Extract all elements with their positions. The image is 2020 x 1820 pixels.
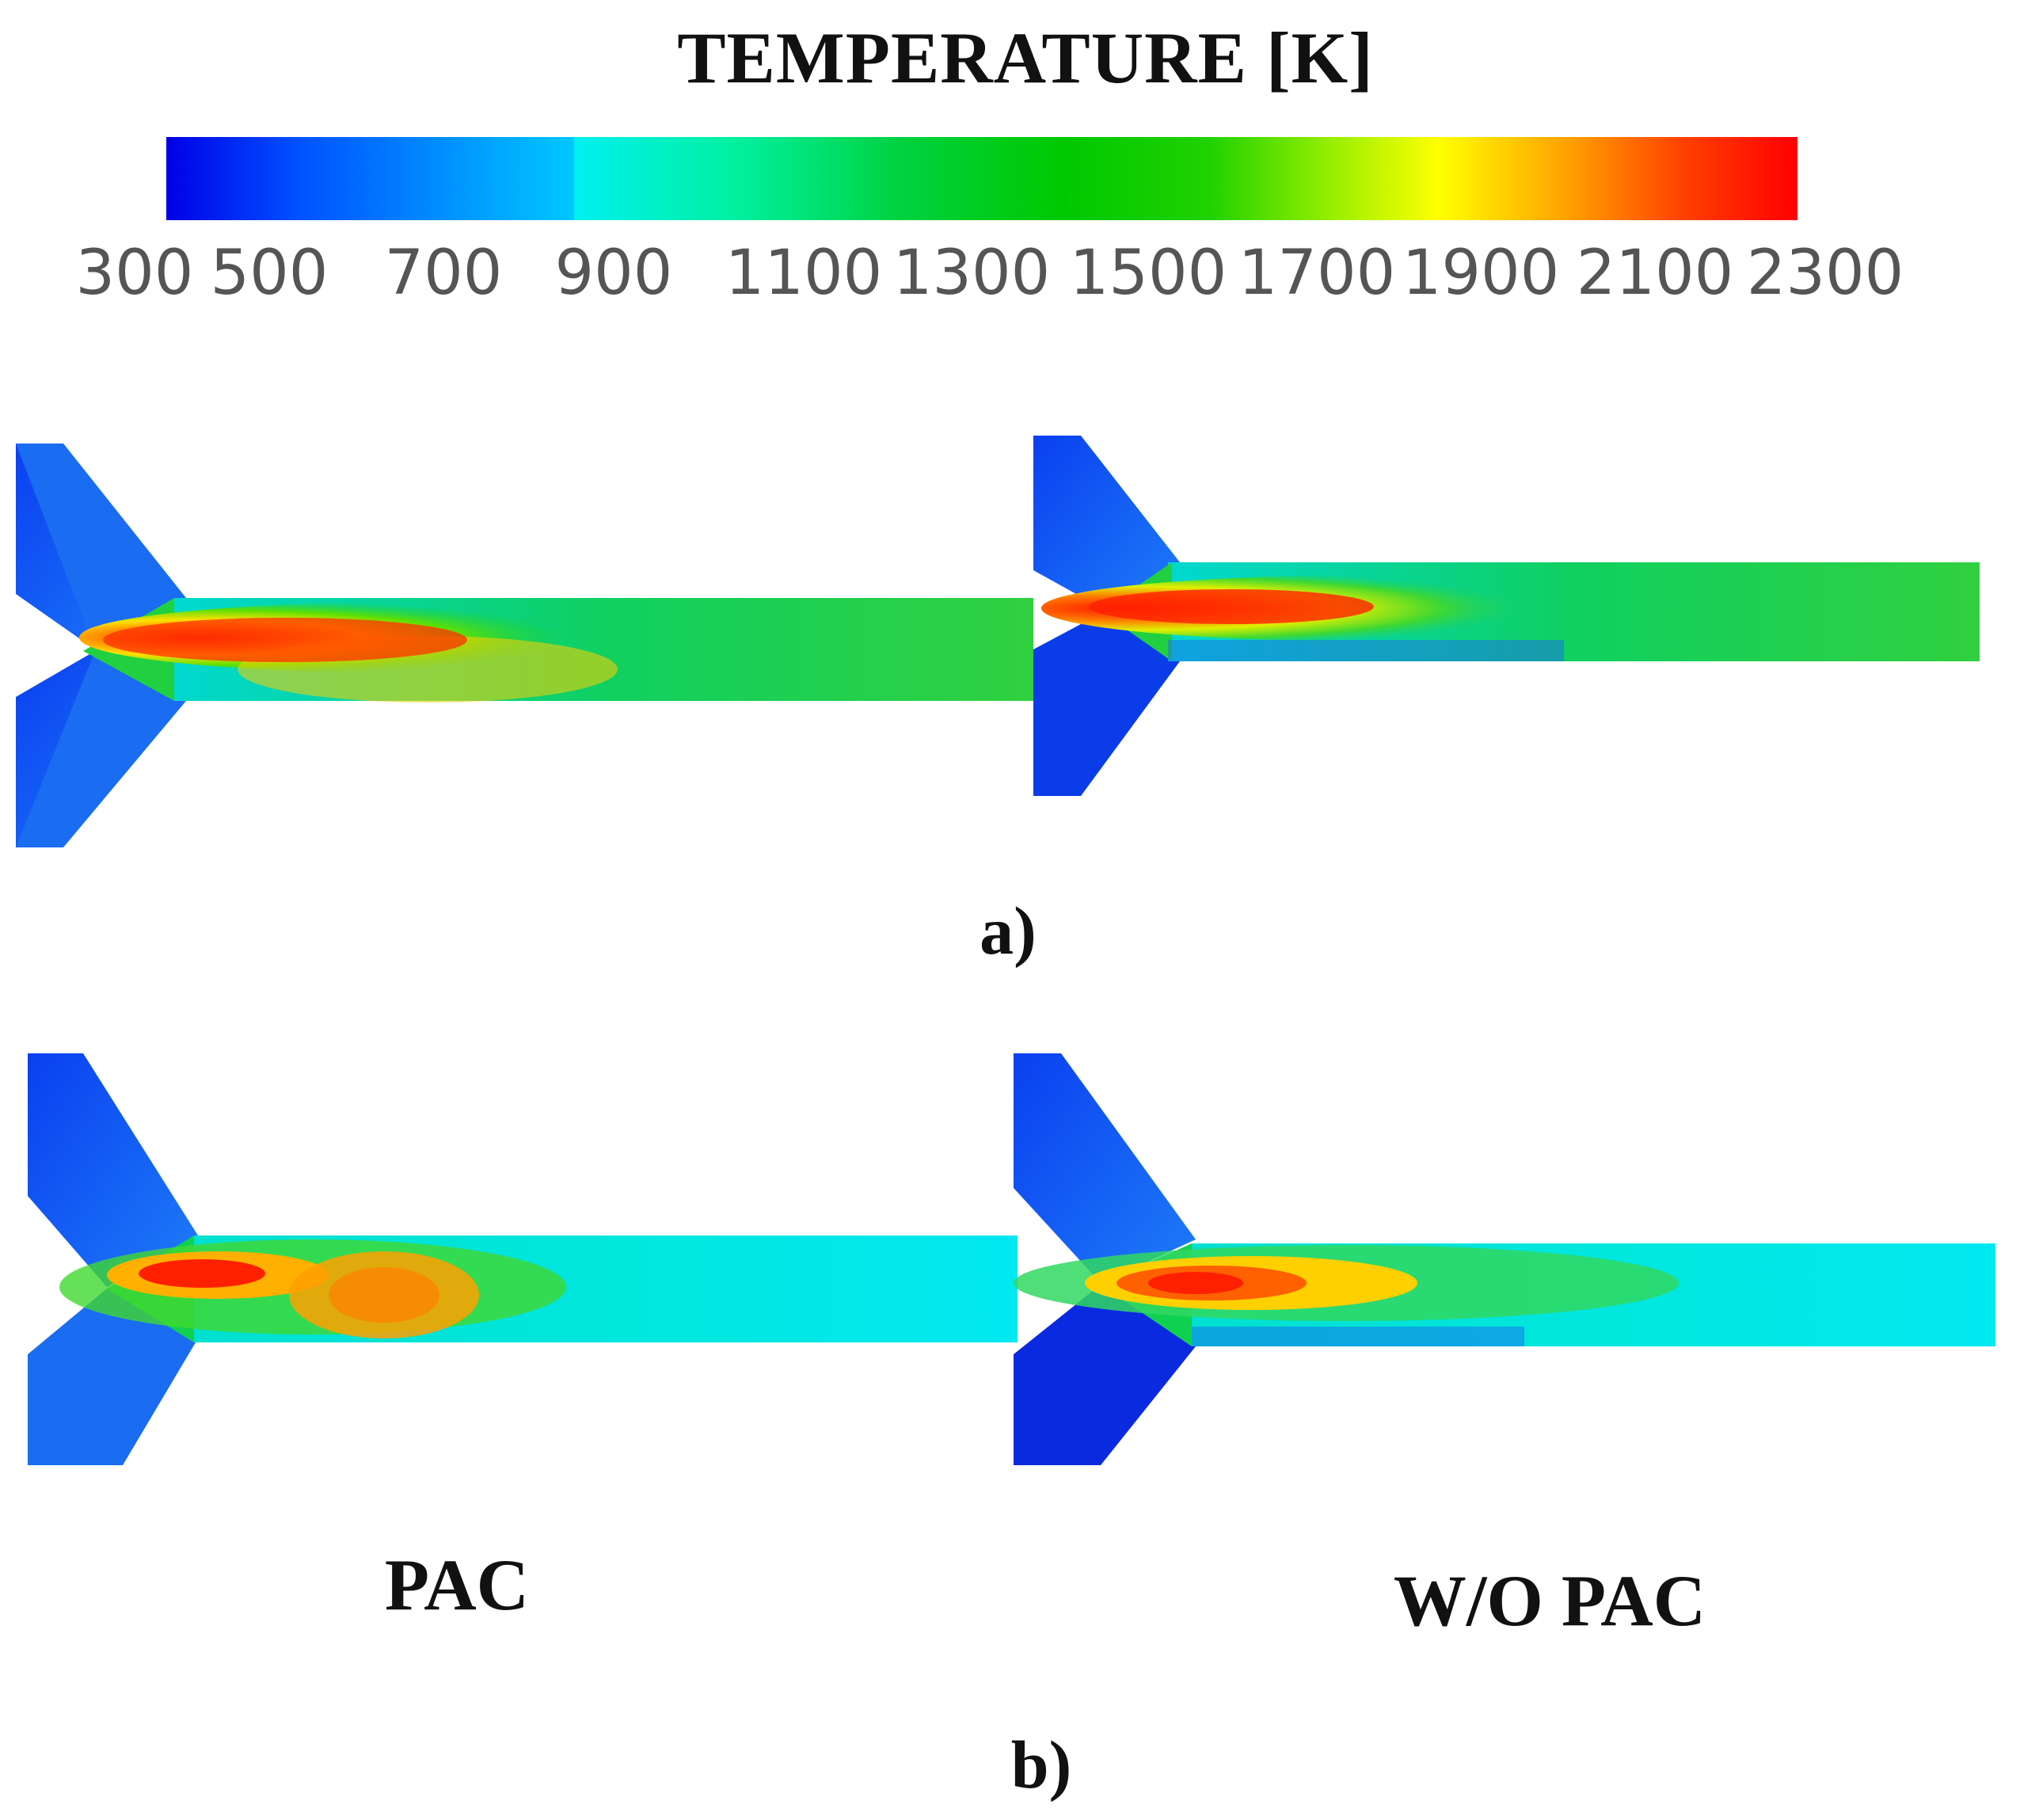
- colorbar-tick-label: 700: [384, 238, 503, 309]
- wo-pac-label: W/O PAC: [1393, 1560, 1706, 1641]
- contour-panel-b-wo-pac: [1014, 1053, 1995, 1465]
- row-b-label: b): [1010, 1727, 1072, 1803]
- pac-label: PAC: [384, 1544, 530, 1625]
- colorbar-title: TEMPERATURE [K]: [677, 17, 1374, 98]
- colorbar-tick-label: 1900: [1402, 238, 1560, 309]
- colorbar-tick-label: 500: [210, 238, 329, 309]
- colorbar-tick-label: 2100: [1576, 238, 1734, 309]
- colorbar-tick-label: 2300: [1746, 238, 1904, 309]
- colorbar-tick-label: 900: [554, 238, 673, 309]
- contour-panel-a-pac: [16, 444, 1033, 847]
- colorbar-tick-label: 1700: [1238, 238, 1396, 309]
- temperature-colorbar: [166, 137, 1797, 220]
- colorbar-tick-label: 1100: [725, 238, 883, 309]
- contour-panel-b-pac: [28, 1053, 1018, 1465]
- colorbar-tick-label: 300: [75, 238, 194, 309]
- colorbar-tick-label: 1500: [1069, 238, 1227, 309]
- colorbar-tick-label: 1300: [892, 238, 1051, 309]
- row-a-label: a): [980, 893, 1037, 969]
- contour-panel-a-wo-pac: [1033, 436, 1980, 796]
